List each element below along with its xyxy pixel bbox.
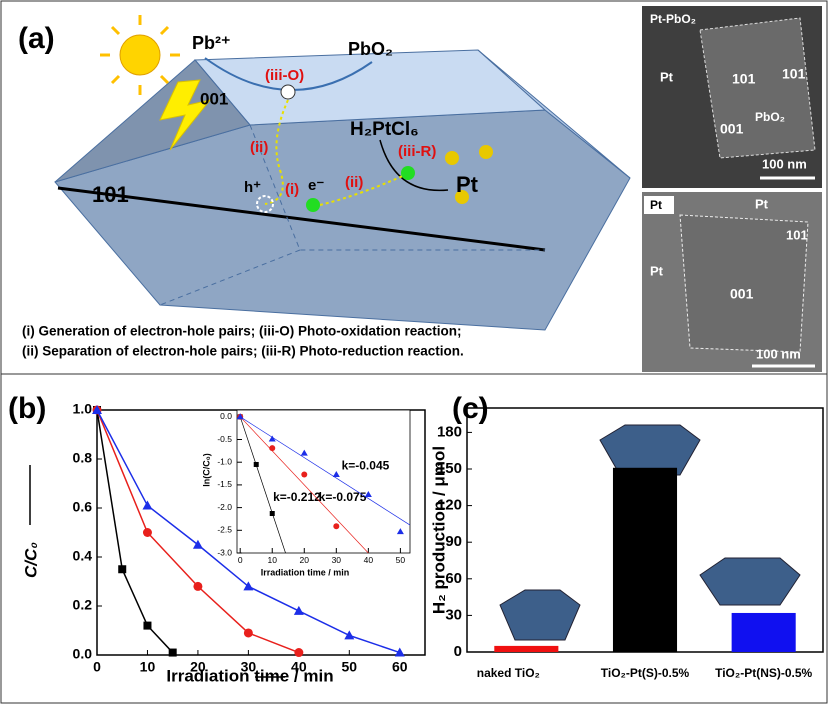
bar [613, 468, 677, 652]
label: 001 [200, 89, 228, 108]
y-tick-label: 0.6 [73, 499, 93, 515]
panel-label: (b) [8, 392, 46, 425]
figure: (a) Pb²⁺ PbO₂ (iii-O) 001 H₂PtCl₆ (ii) (… [0, 0, 828, 704]
scale-label: 100 nm [762, 156, 807, 171]
y-tick-label: -2.0 [217, 502, 232, 512]
electron [306, 198, 320, 212]
x-tick-label: TiO₂-Pt(S)-0.5% [601, 666, 690, 680]
y-tick-label: 0.0 [73, 646, 93, 662]
x-tick-label: 50 [396, 555, 406, 565]
label: (iii-R) [398, 143, 436, 160]
marker [244, 628, 253, 637]
x-tick-label: naked TiO₂ [477, 666, 540, 680]
y-axis-title: ln(C/C₀) [201, 453, 211, 487]
marker [294, 648, 303, 657]
label: 101 [732, 71, 756, 87]
label: Pt [755, 196, 769, 211]
label: 101 [782, 66, 806, 82]
x-tick-label: 20 [300, 555, 310, 565]
bar [732, 613, 796, 652]
hole-site [281, 85, 295, 99]
legend-text: (i) Generation of electron-hole pairs; (… [22, 324, 462, 339]
marker [169, 649, 177, 657]
y-tick-label: 0.4 [73, 548, 93, 564]
marker [193, 582, 202, 591]
marker [143, 622, 151, 630]
pt-particle [445, 151, 459, 165]
y-axis-title: H₂ production / μmol [429, 446, 448, 614]
x-tick-label: 60 [392, 658, 408, 674]
label: 001 [730, 286, 754, 302]
y-tick-label: -0.5 [217, 434, 232, 444]
label: 001 [720, 121, 744, 137]
y-tick-label: 0.2 [73, 597, 93, 613]
label: (ii) [345, 174, 363, 191]
marker [143, 528, 152, 537]
label: (i) [285, 181, 299, 198]
bar [494, 646, 558, 652]
x-axis-title: Irradiation time / min [261, 567, 350, 577]
y-axis-title: C/C₀ [21, 542, 40, 578]
x-tick-label: 40 [364, 555, 374, 565]
electron [401, 166, 415, 180]
x-tick-label: 30 [332, 555, 342, 565]
label: e⁻ [308, 177, 324, 194]
marker [269, 445, 275, 451]
label: 101 [92, 182, 129, 207]
x-tick-label: 10 [140, 658, 156, 674]
y-tick-label: -1.0 [217, 456, 232, 466]
x-tick-label: 10 [268, 555, 278, 565]
fit-label: k=-0.045 [342, 459, 390, 473]
label: Pt [456, 172, 479, 197]
marker [118, 565, 126, 573]
legend-text: (ii) Separation of electron-hole pairs; … [22, 344, 464, 359]
y-tick-label: 0.8 [73, 450, 93, 466]
label: Pb²⁺ [192, 33, 231, 53]
y-tick-label: 0.0 [220, 411, 232, 421]
label: (ii) [250, 139, 268, 156]
label: Pt [650, 263, 664, 278]
marker [301, 471, 307, 477]
label: H₂PtCl₆ [350, 119, 419, 140]
fit-label: k=-0.075 [319, 490, 367, 504]
particle [700, 18, 815, 158]
x-tick-label: 0 [238, 555, 243, 565]
micrograph-title: Pt-PbO₂ [650, 12, 696, 26]
x-axis-title: Irradiation time / min [166, 666, 333, 685]
y-tick-label: -1.5 [217, 479, 232, 489]
y-tick-label: 0 [454, 643, 462, 660]
panel-label: (c) [452, 392, 489, 425]
scale-label: 100 nm [756, 346, 801, 361]
label: Pt [660, 69, 674, 84]
y-tick-label: -3.0 [217, 547, 232, 557]
y-tick-label: 1.0 [73, 401, 93, 417]
marker [333, 523, 339, 529]
marker [254, 462, 259, 467]
panel-label: (a) [18, 22, 55, 55]
label: 101 [786, 227, 808, 242]
marker [270, 511, 275, 516]
x-tick-label: TiO₂-Pt(NS)-0.5% [715, 666, 812, 680]
label: h⁺ [244, 179, 261, 196]
x-tick-label: 50 [342, 658, 358, 674]
label: PbO₂ [348, 39, 393, 59]
label: (iii-O) [265, 67, 304, 84]
y-tick-label: 180 [437, 423, 462, 440]
pt-particle [479, 145, 493, 159]
fit-label: k=-0.212 [273, 490, 321, 504]
x-tick-label: 0 [93, 658, 101, 674]
y-tick-label: -2.5 [217, 525, 232, 535]
label: PbO₂ [755, 110, 785, 124]
micrograph-title: Pt [650, 198, 662, 212]
